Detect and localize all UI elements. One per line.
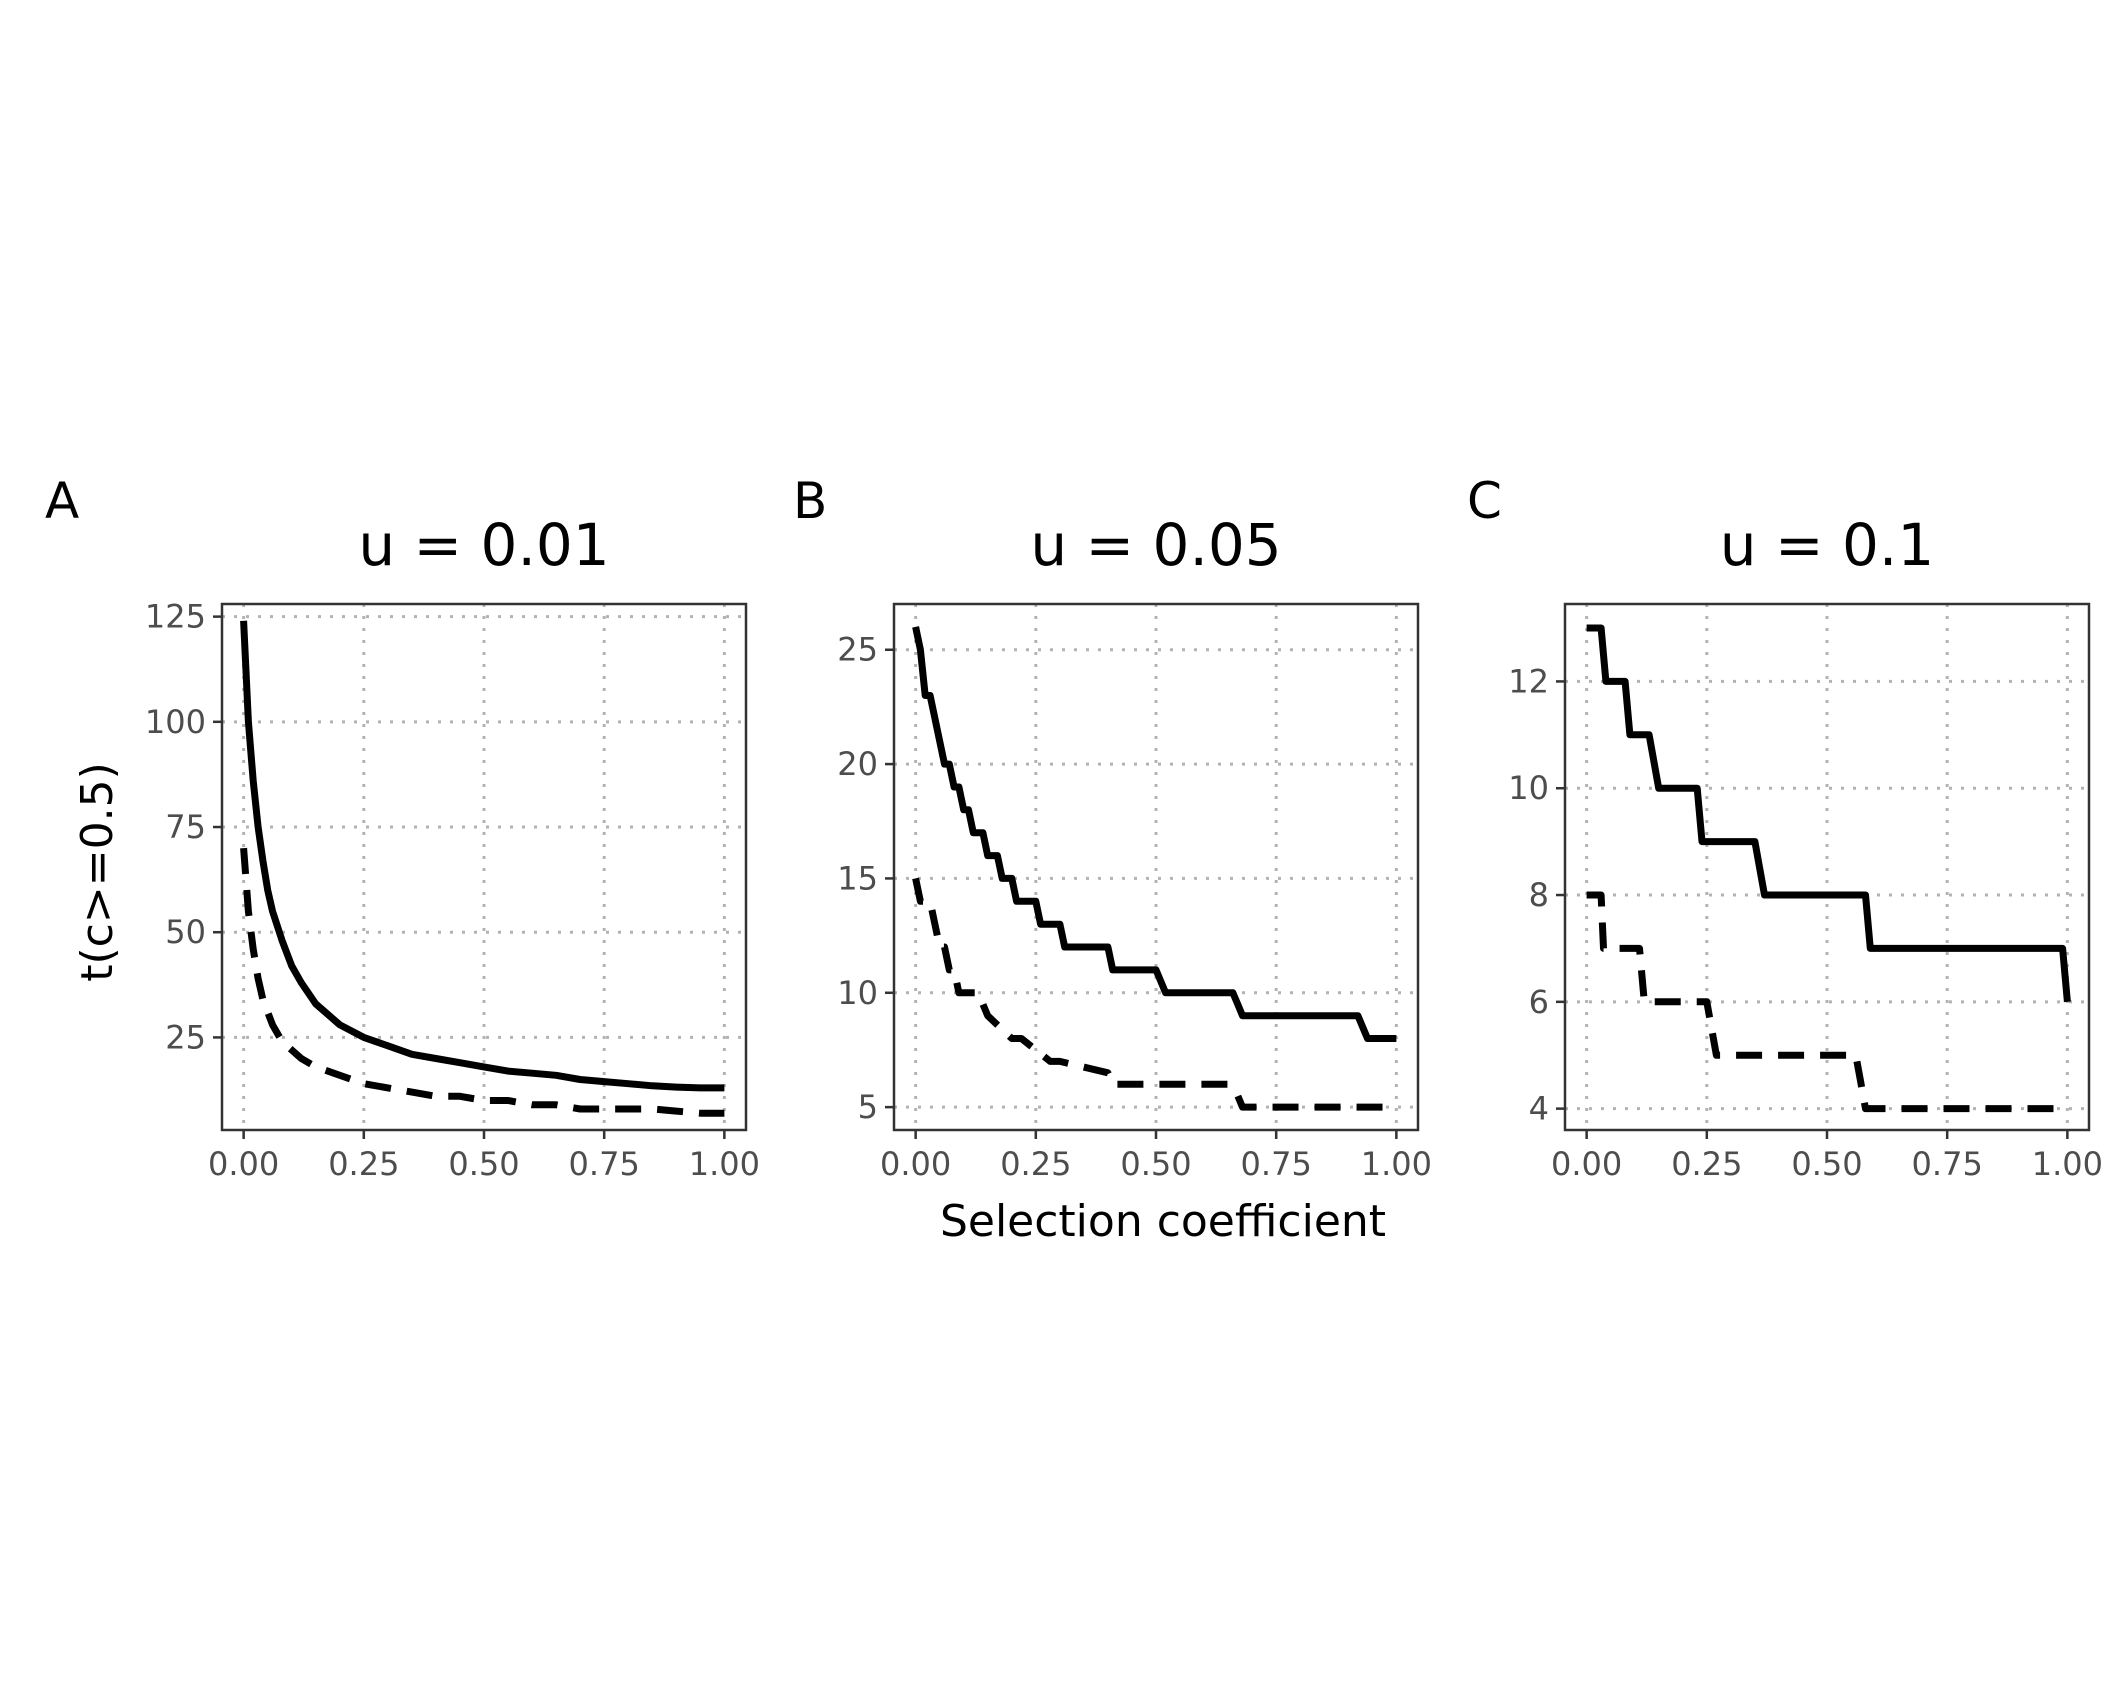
x-axis-title: Selection coefficient: [940, 1196, 1386, 1247]
dashed-series-line: [240, 847, 725, 1117]
solid-series-line: [240, 620, 725, 1092]
dashed-series-line: [912, 877, 1397, 1111]
y-tick-label: 4: [1529, 1090, 1549, 1128]
x-tick-label: 0.00: [1551, 1145, 1622, 1183]
panel-title: u = 0.01: [358, 511, 609, 579]
y-tick-label: 10: [837, 974, 878, 1012]
panel-label: B: [793, 472, 827, 530]
panel-frame: [220, 602, 748, 1132]
y-tick-label: 12: [1508, 662, 1549, 700]
y-tick-label: 125: [145, 598, 206, 636]
x-tick-label: 0.25: [1671, 1145, 1742, 1183]
y-tick-label: 8: [1529, 876, 1549, 914]
panel-c: Cu = 0.1 0.00 0.25 0.50 0.75 1.00 4 6 8 10 12: [1467, 472, 2103, 1183]
y-tick-label: 6: [1529, 983, 1549, 1021]
x-tick-label: 0.50: [1791, 1145, 1862, 1183]
y-tick-label: 5: [858, 1088, 878, 1126]
y-tick-label: 10: [1508, 769, 1549, 807]
x-tick-label: 0.00: [880, 1145, 951, 1183]
panel-frame: [892, 602, 1420, 1132]
x-tick-label: 1.00: [1361, 1145, 1432, 1183]
y-tick-label: 25: [165, 1018, 206, 1056]
y-tick-label: 100: [145, 703, 206, 741]
solid-series-line: [912, 626, 1397, 1042]
x-tick-label: 1.00: [2032, 1145, 2103, 1183]
y-tick-label: 15: [837, 859, 878, 897]
y-axis-title: t(c>=0.5): [72, 762, 123, 981]
x-tick-label: 0.75: [1912, 1145, 1983, 1183]
y-tick-label: 20: [837, 745, 878, 783]
x-tick-label: 0.75: [569, 1145, 640, 1183]
panel-label: A: [45, 472, 79, 530]
panel-title: u = 0.05: [1030, 511, 1281, 579]
x-tick-label: 0.25: [328, 1145, 399, 1183]
x-tick-label: 0.00: [208, 1145, 279, 1183]
x-tick-label: 0.75: [1241, 1145, 1312, 1183]
panel-title: u = 0.1: [1720, 511, 1934, 579]
x-tick-label: 1.00: [689, 1145, 760, 1183]
x-tick-label: 0.50: [448, 1145, 519, 1183]
panel-a: Au = 0.01 0.00 0.25 0.50 0.75 1.00 25 50 75 100 12…: [45, 472, 760, 1183]
panel-label: C: [1467, 472, 1502, 530]
y-tick-label: 75: [165, 808, 206, 846]
dashed-series-line: [1586, 891, 2068, 1113]
y-tick-label: 25: [837, 631, 878, 669]
y-tick-label: 50: [165, 913, 206, 951]
panel-b: Bu = 0.05 0.00 0.25 0.50 0.75 1.00 5 10 15 20 25: [793, 472, 1432, 1183]
solid-series-line: [1586, 624, 2071, 1003]
x-tick-label: 0.50: [1120, 1145, 1191, 1183]
x-tick-label: 0.25: [1000, 1145, 1071, 1183]
